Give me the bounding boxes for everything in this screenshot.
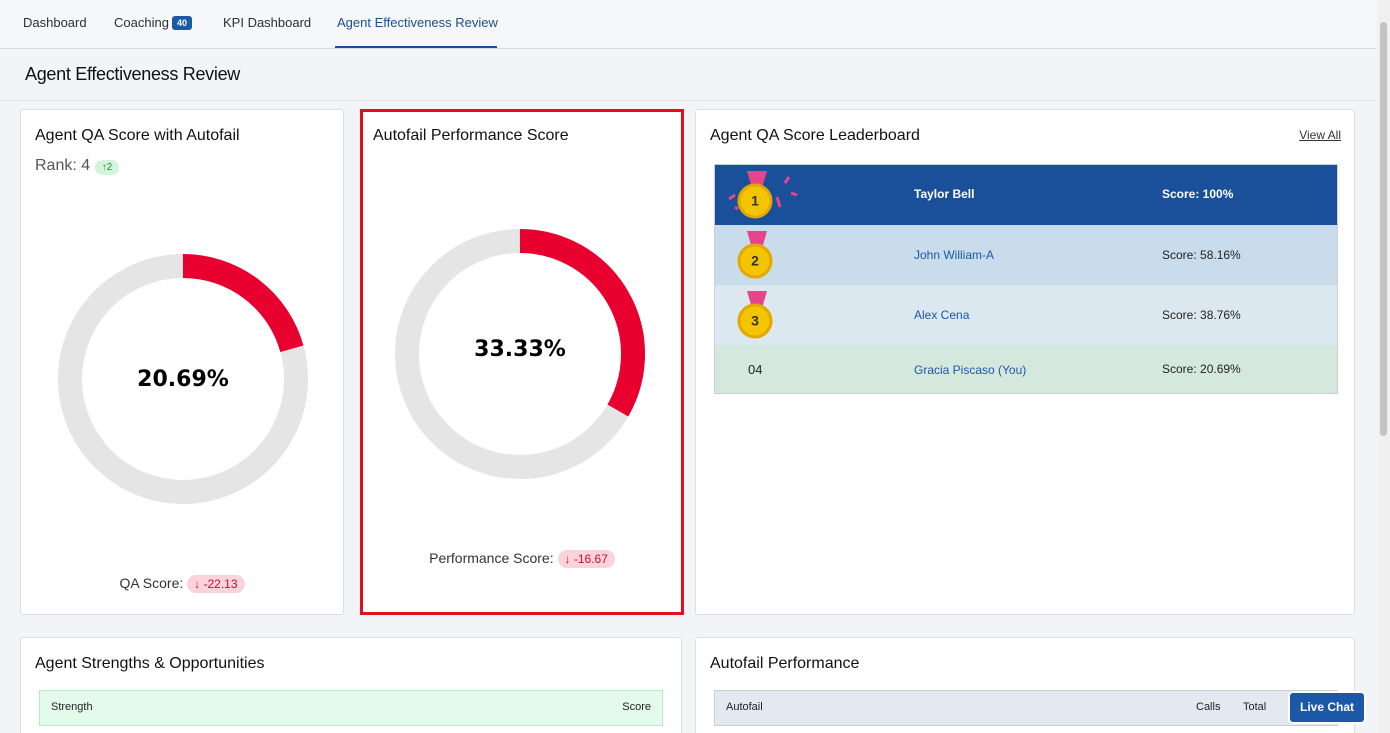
rank-change: ↑2 [94, 160, 120, 175]
medal: 3 [737, 291, 773, 339]
donut-label: 20.69% [137, 367, 229, 392]
tab-label[interactable]: Coaching [114, 15, 169, 30]
donut-arc [519, 229, 645, 417]
agent-name[interactable]: John William-A [914, 248, 995, 262]
strengths-card: Agent Strengths & Opportunities Strength… [20, 637, 682, 733]
autofail-performance-card: Autofail Performance Autofail Calls Tota… [695, 637, 1355, 733]
rank-label: Rank: 4 [35, 157, 91, 174]
card-title: Autofail Performance [710, 655, 860, 672]
tab[interactable]: Dashboard [23, 15, 87, 30]
leaderboard-card: Agent QA Score Leaderboard View All 1 Ta… [695, 109, 1355, 615]
medal: 2 [737, 231, 773, 279]
change: ↓ -22.13 [187, 575, 245, 593]
card-title: Agent Strengths & Opportunities [35, 655, 265, 672]
donut-arc [182, 254, 304, 353]
column-header: Autofail [726, 701, 763, 713]
change-value: -16.67 [573, 552, 608, 566]
footer-label: Performance Score: [429, 550, 554, 566]
column-header: Total [1243, 701, 1267, 713]
autofail-card: Autofail Performance Score 33.33% Perfor… [360, 109, 684, 615]
leaderboard-row: 2 John William-A Score: 58.16% [715, 225, 1337, 285]
footer: QA Score: ↓ -22.13 [21, 575, 343, 593]
donut: 33.33% [395, 229, 645, 479]
rank-change-value: 2 [106, 162, 113, 173]
medal-rank: 1 [751, 193, 759, 209]
agent-score: Score: 100% [1162, 187, 1234, 201]
column-header: Strength [51, 701, 93, 713]
leaderboard-row: 04 Gracia Piscaso (You) Score: 20.69% [715, 345, 1337, 393]
badge: 40 [171, 16, 192, 30]
change: ↓ -16.67 [557, 550, 615, 568]
leaderboard-row: 3 Alex Cena Score: 38.76% [715, 285, 1337, 345]
column-header: Score [622, 701, 651, 713]
footer-label: QA Score: [119, 575, 184, 591]
leaderboard-row: 1 Taylor Bell Score: 100% [715, 165, 1337, 225]
page-title: Agent Effectiveness Review [25, 64, 240, 84]
leaderboard-table: 1 Taylor Bell Score: 100% 2 John William… [714, 164, 1338, 394]
donut: 20.69% [58, 254, 308, 504]
view-all[interactable]: View All [1299, 128, 1341, 142]
nav-bar: Dashboard Coaching 40 KPI Dashboard Agent… [0, 0, 1376, 49]
scroll-thumb [1380, 22, 1387, 436]
tab[interactable]: KPI Dashboard [223, 15, 312, 30]
table-header: Autofail Calls Total [714, 690, 1338, 726]
agent-score: Score: 58.16% [1162, 248, 1241, 262]
medal: 1 [728, 171, 798, 219]
medal-rank: 3 [751, 313, 759, 329]
tab-underline [335, 46, 497, 48]
change-value: -22.13 [203, 577, 238, 591]
agent-name[interactable]: Gracia Piscaso (You) [914, 363, 1027, 377]
tab-active[interactable]: Agent Effectiveness Review [337, 15, 498, 30]
footer: Performance Score: ↓ -16.67 [363, 550, 681, 568]
qa-card: Agent QA Score with Autofail Rank: 4 ↑2 … [20, 109, 344, 615]
tab[interactable]: Coaching 40 [114, 15, 192, 30]
scrollbar [1378, 0, 1390, 733]
column-header: Calls [1196, 701, 1221, 713]
card-title: Autofail Performance Score [373, 127, 569, 144]
live-chat-button[interactable]: Live Chat [1290, 693, 1364, 722]
agent-name[interactable]: Alex Cena [914, 308, 970, 322]
rank: Rank: 4 ↑2 [35, 157, 120, 175]
donut-label: 33.33% [474, 337, 566, 362]
agent-score: Score: 20.69% [1162, 362, 1241, 376]
table-header: Strength Score [39, 690, 663, 726]
card-title: Agent QA Score Leaderboard [710, 127, 920, 144]
card-title: Agent QA Score with Autofail [35, 127, 240, 144]
agent-score: Score: 38.76% [1162, 308, 1241, 322]
medal-rank: 2 [751, 253, 759, 269]
agent-name: Taylor Bell [914, 187, 975, 201]
rank-number: 04 [748, 362, 763, 377]
divider [0, 100, 1376, 101]
